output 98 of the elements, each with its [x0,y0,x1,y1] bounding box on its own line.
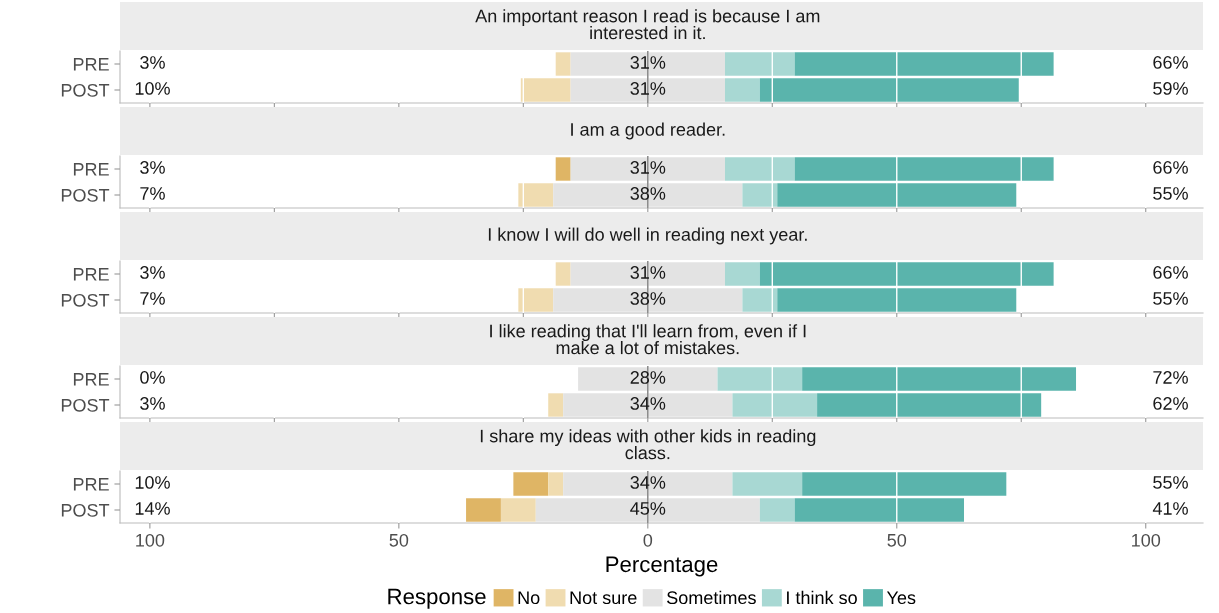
bar [717,367,803,391]
bar [794,157,1054,181]
annotation: 66% [1153,266,1188,279]
annotation: 66% [1153,161,1188,174]
legend-title: Response [388,588,486,609]
bar [724,78,760,102]
annotation: 7% [140,187,165,200]
bar [548,393,564,417]
x-tick-label: 100 [136,533,165,547]
bar [578,367,718,391]
x-axis-title: Percentage [606,556,718,577]
bar [518,288,554,312]
annotation: 31% [630,56,666,69]
bar [555,52,571,76]
y-tick-label: POST [61,293,110,307]
bar [724,157,795,181]
bar [553,288,743,312]
bar [802,472,1007,496]
bar [548,472,564,496]
bar [535,498,760,522]
legend-label: Yes [886,591,916,605]
bar [777,183,1017,207]
chart-title: An important reason I read is because I am interested in it. [475,9,820,40]
bar [802,367,1077,391]
annotation: 34% [630,397,666,410]
bar [563,472,733,496]
y-tick-label: PRE [73,268,109,281]
bar [500,498,536,522]
annotation: 55% [1153,187,1188,200]
legend-label: I think so [787,590,857,605]
annotation: 28% [630,371,666,384]
y-tick-label: POST [61,398,110,412]
bar [777,288,1017,312]
y-tick-label: POST [61,188,110,202]
bar [518,183,554,207]
annotation: 59% [1153,82,1188,95]
annotation: 34% [630,476,666,489]
annotation: 62% [1153,397,1188,410]
bar [759,262,1054,286]
x-tick-label: 50 [389,533,409,547]
chart-title: I am a good reader. [571,122,725,140]
bar [742,288,778,312]
bar [732,393,818,417]
annotation: 38% [630,292,666,305]
bar [553,183,743,207]
bar [794,498,964,522]
y-tick-label: PRE [73,58,109,71]
annotation: 55% [1153,292,1188,305]
annotation: 3% [140,397,165,410]
bar [513,472,549,496]
bar [724,262,760,286]
y-tick-label: PRE [73,163,109,176]
annotation: 66% [1153,56,1188,69]
bar [570,78,725,102]
bar [570,52,725,76]
annotation: 31% [630,82,666,95]
legend-label: Not sure [570,591,637,605]
legend-label: Sometimes [667,590,756,605]
annotation: 14% [135,502,170,515]
annotation: 55% [1153,476,1188,489]
bar [563,393,733,417]
annotation: 10% [135,82,170,95]
legend-label: No [518,591,540,605]
annotation: 0% [140,371,165,384]
bar [759,498,795,522]
annotation: 3% [140,56,165,69]
bar [520,78,571,102]
annotation: 10% [135,476,170,489]
annotation: 41% [1152,502,1188,515]
bar [759,78,1019,102]
chart-title: I like reading that I'll learn from, even if I make a lot of mistakes. [490,324,806,355]
annotation: 3% [140,161,165,174]
annotation: 38% [630,187,666,200]
bar [724,52,795,76]
y-tick-label: POST [61,503,110,517]
chart-title: I know I will do well in reading next year. [488,227,807,245]
x-tick-label: 50 [887,533,907,547]
bar [466,498,501,522]
bar [742,183,778,207]
annotation: 31% [630,161,666,174]
annotation: 72% [1153,371,1188,384]
bar [794,52,1054,76]
bar [555,157,571,181]
bar [817,393,1042,417]
annotation: 3% [140,266,165,279]
chart-title: I share my ideas with other kids in reading class. [480,429,816,460]
y-tick-label: POST [61,83,110,97]
y-tick-label: PRE [73,373,109,386]
bar [555,262,571,286]
annotation: 31% [630,266,666,279]
x-tick-label: 100 [1132,533,1161,547]
annotation: 7% [140,292,165,305]
bar [570,262,725,286]
annotation: 45% [630,502,666,515]
x-tick-label: 0 [643,533,653,547]
bar [732,472,803,496]
y-tick-label: PRE [73,478,109,491]
bar [570,157,725,181]
